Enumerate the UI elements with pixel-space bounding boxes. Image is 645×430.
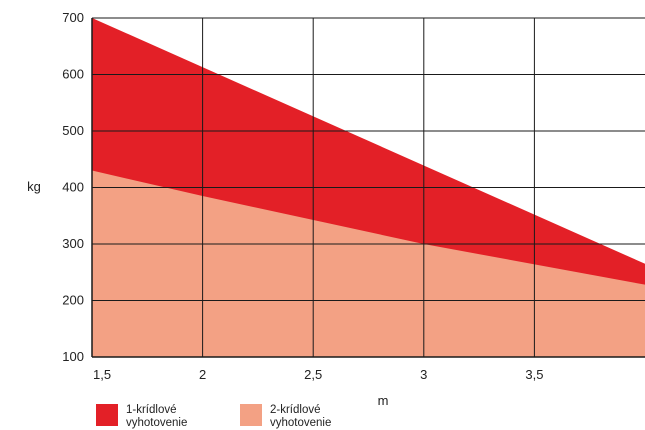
- x-tick-label: 3,5: [525, 367, 543, 382]
- x-tick-label: 3: [420, 367, 427, 382]
- x-axis-label: m: [378, 393, 389, 408]
- x-tick-label: 1,5: [93, 367, 111, 382]
- x-tick-label: 2,5: [304, 367, 322, 382]
- legend-label-2: 2-krídlové vyhotovenie: [270, 404, 332, 429]
- legend-swatch-1: [96, 404, 118, 426]
- y-axis-label: kg: [27, 179, 41, 194]
- y-tick-label: 200: [62, 293, 84, 308]
- y-tick-label: 400: [62, 180, 84, 195]
- y-tick-label: 300: [62, 236, 84, 251]
- x-tick-label: 2: [199, 367, 206, 382]
- tick-labels: 100 200 300 400 500 600 700 1,5 2 2,5 3 3,5: [62, 10, 543, 382]
- legend-label-1: 1-krídlové vyhotovenie: [126, 404, 188, 429]
- y-tick-label: 500: [62, 123, 84, 138]
- y-tick-label: 600: [62, 67, 84, 82]
- legend-item-2: 2-krídlové vyhotovenie: [240, 404, 348, 430]
- y-tick-label: 100: [62, 349, 84, 364]
- series-area-2: [92, 170, 645, 357]
- gridlines: [91, 17, 645, 358]
- y-tick-label: 700: [62, 10, 84, 25]
- legend-swatch-2: [240, 404, 262, 426]
- legend-item-1: 1-krídlové vyhotovenie: [96, 404, 204, 430]
